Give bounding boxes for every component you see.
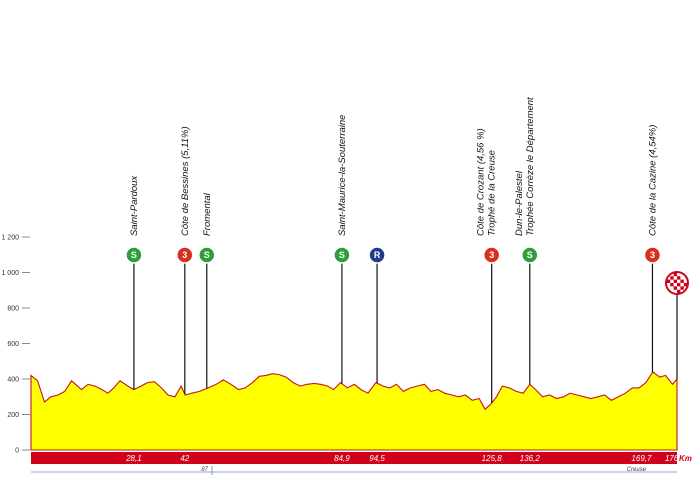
- marker-letter: S: [527, 250, 533, 260]
- department-bar: 87 Creuse: [31, 466, 677, 475]
- marker-letter: 3: [650, 250, 655, 260]
- marker-circle: [176, 246, 194, 264]
- finish-check: [683, 283, 688, 287]
- waypoint-name: Côte de la Cazine (4,54%): [647, 125, 658, 236]
- feed-marker-icon: R: [368, 246, 386, 264]
- sprint-marker-icon: S: [198, 246, 216, 264]
- marker-letter: 3: [182, 250, 187, 260]
- marker-letter: 3: [489, 250, 494, 260]
- km-band: 28,1 42 84,9 94,5 125,8 136,2 169,7 176,4 Km: [31, 452, 692, 464]
- sprint-marker-icon: S: [521, 246, 539, 264]
- km-unit-label: Km: [679, 454, 692, 463]
- finish-check: [670, 283, 674, 287]
- climb-marker-icon: 3: [482, 246, 501, 264]
- marker-circle: [643, 246, 662, 264]
- department-right-label: Creuse: [627, 467, 647, 473]
- km-labels: 28,1 42 84,9 94,5 125,8 136,2 169,7 176,4: [125, 454, 685, 463]
- marker-letter: S: [204, 250, 210, 260]
- waypoint-markers: S 3 S S R 3 S 3: [125, 246, 689, 295]
- finish-check: [677, 289, 681, 294]
- km-label: 28,1: [125, 454, 142, 463]
- waypoint-name: Trophée Corrèze le Département: [525, 97, 536, 236]
- km-label: 136,2: [520, 454, 541, 463]
- waypoint-name: Saint-Pardoux: [129, 175, 140, 236]
- waypoint-names: Saint-Pardoux Côte de Bessines (5,11%) Fro…: [129, 97, 659, 236]
- waypoint-name: Saint-Maurice-la-Souterraine: [337, 115, 348, 236]
- sprint-marker-icon: S: [125, 246, 143, 264]
- y-tick-label: 400: [7, 377, 19, 384]
- marker-circle: [521, 246, 539, 264]
- y-tick-label: 1 000: [1, 270, 19, 277]
- finish-check: [673, 286, 677, 290]
- climb-marker-icon: 3: [643, 246, 662, 264]
- y-axis: 0 200 400 600 800 1 000 1 200: [1, 235, 30, 455]
- waypoint-name: Côte de Bessines (5,11%): [180, 126, 191, 236]
- waypoint-name: Dun-le-Palestel: [514, 170, 525, 236]
- marker-circle: [198, 246, 216, 264]
- marker-letter: S: [339, 250, 345, 260]
- y-tick-label: 0: [15, 448, 19, 455]
- department-left-label: 87: [201, 467, 208, 473]
- marker-circle: [333, 246, 351, 264]
- climb-marker-icon: 3: [176, 246, 194, 264]
- marker-leader-lines: [133, 263, 678, 403]
- finish-check: [666, 279, 671, 283]
- waypoint-name: Côte de Crozant (4,56 %): [476, 128, 487, 236]
- marker-letter: S: [131, 250, 137, 260]
- waypoint-name: Fromental: [202, 192, 213, 236]
- elevation-area: [30, 371, 678, 451]
- y-tick-label: 800: [7, 306, 19, 313]
- finish-flag-icon: [665, 271, 689, 295]
- km-label: 176,4: [665, 454, 686, 463]
- marker-letter: R: [374, 250, 381, 260]
- finish-check: [670, 276, 674, 280]
- km-label: 169,7: [631, 454, 652, 463]
- marker-circle: [482, 246, 501, 264]
- km-label: 42: [180, 454, 189, 463]
- sprint-marker-icon: S: [333, 246, 351, 264]
- km-band-bar: [31, 452, 677, 464]
- finish-check: [673, 279, 677, 283]
- finish-check: [680, 279, 684, 283]
- finish-check: [680, 286, 684, 290]
- finish-check: [673, 272, 677, 277]
- km-label: 125,8: [482, 454, 503, 463]
- y-tick-label: 200: [7, 412, 19, 419]
- y-tick-label: 1 200: [1, 235, 19, 242]
- y-tick-label: 600: [7, 341, 19, 348]
- km-label: 84,9: [334, 454, 350, 463]
- finish-check: [677, 276, 681, 280]
- marker-circle: [125, 246, 143, 264]
- marker-circle: [368, 246, 386, 264]
- waypoint-name: Trophé de la Creuse: [487, 150, 498, 236]
- finish-check: [677, 283, 681, 287]
- km-label: 94,5: [369, 454, 385, 463]
